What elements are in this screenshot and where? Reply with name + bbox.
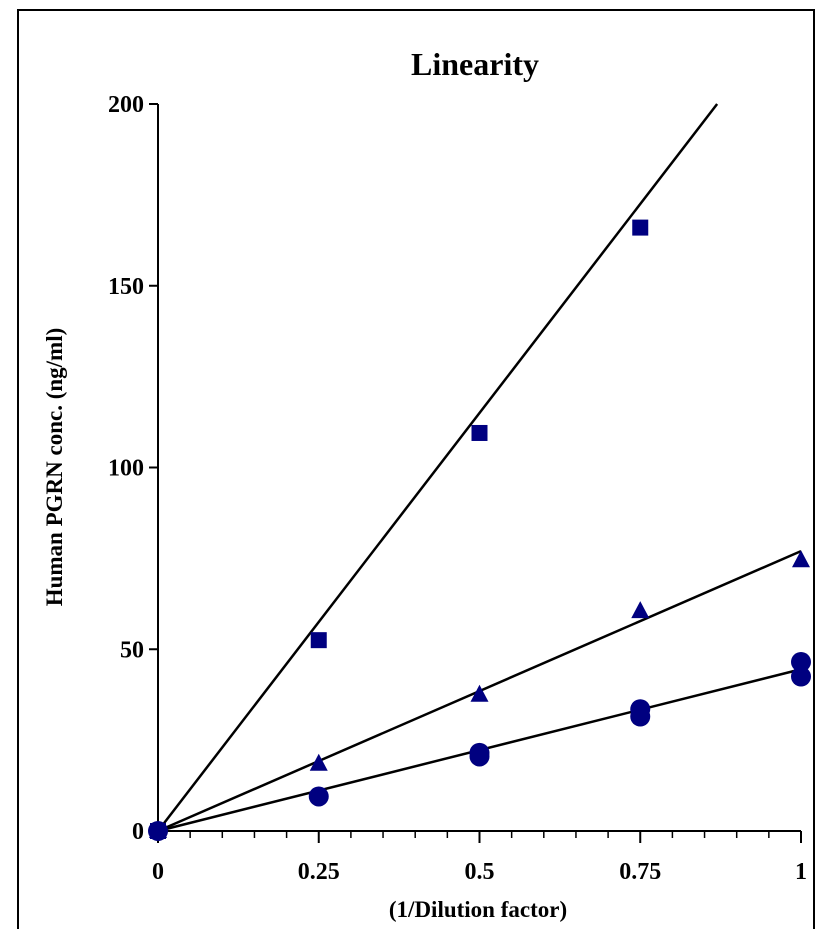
triangle-marker bbox=[309, 753, 328, 771]
square-marker bbox=[471, 424, 488, 441]
circle-marker bbox=[791, 666, 811, 687]
fit-line-square bbox=[157, 103, 719, 832]
circle-marker bbox=[791, 651, 811, 672]
x-tick-label: 0.5 bbox=[465, 859, 495, 885]
y-tick-label: 100 bbox=[108, 456, 144, 482]
circle-marker bbox=[148, 821, 168, 841]
x-axis-label: (1/Dilution factor) bbox=[389, 897, 567, 922]
y-tick-label: 200 bbox=[108, 92, 144, 118]
chart-title: Linearity bbox=[411, 46, 539, 82]
y-tick-label: 0 bbox=[132, 819, 144, 845]
x-tick-label: 1 bbox=[795, 859, 807, 885]
y-axis-label: Human PGRN conc. (ng/ml) bbox=[42, 328, 67, 607]
x-tick-label: 0.25 bbox=[298, 859, 340, 885]
square-marker bbox=[632, 219, 649, 236]
axes: 0 50 100 150 200 0 0.25 0.5 0.75 1 bbox=[108, 92, 807, 885]
circle-marker bbox=[469, 742, 490, 763]
y-tick-label: 50 bbox=[120, 637, 144, 663]
circle-marker bbox=[630, 699, 651, 720]
y-tick-label: 150 bbox=[108, 274, 144, 300]
x-tick-label: 0 bbox=[152, 859, 164, 885]
chart-frame bbox=[17, 9, 815, 929]
fit-lines bbox=[157, 103, 802, 833]
triangle-marker bbox=[470, 684, 489, 702]
square-marker bbox=[310, 632, 327, 649]
x-tick-label: 0.75 bbox=[619, 859, 661, 885]
data-markers bbox=[148, 219, 811, 841]
triangle-marker bbox=[792, 550, 810, 568]
circle-marker bbox=[308, 786, 329, 807]
triangle-marker bbox=[631, 601, 650, 619]
